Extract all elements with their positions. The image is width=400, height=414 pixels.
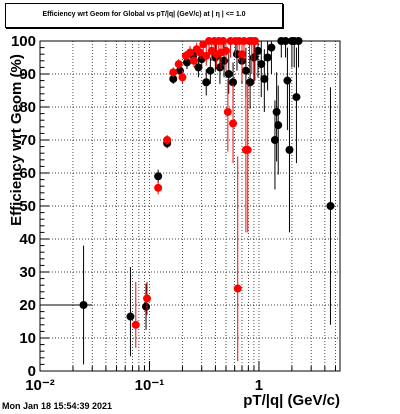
data-point <box>163 136 172 144</box>
tick-labels: 0 10 20 30 40 50 60 70 80 90 100 10⁻² 10⁻¹ 1 <box>11 33 263 394</box>
data-point <box>285 145 294 154</box>
data-point <box>154 172 163 181</box>
data-point <box>260 74 269 83</box>
data-point <box>237 50 246 59</box>
data-point <box>202 78 211 87</box>
series-2 <box>131 37 259 362</box>
data-point <box>229 78 238 87</box>
data-point <box>189 56 198 65</box>
data-point <box>283 76 292 85</box>
data-point <box>143 294 152 303</box>
y-tick-label: 0 <box>28 363 36 380</box>
data-point <box>194 63 203 72</box>
data-point <box>126 312 135 321</box>
axes <box>39 40 341 372</box>
y-tick-label: 40 <box>19 231 36 248</box>
data-point <box>272 107 281 116</box>
data-point <box>186 48 195 57</box>
data-point <box>292 93 301 102</box>
data-point <box>224 70 233 78</box>
data-point <box>223 107 232 116</box>
data-point <box>219 37 228 45</box>
data-point <box>182 58 191 67</box>
data-point <box>174 60 183 69</box>
grid <box>39 40 340 372</box>
data-point <box>263 53 272 62</box>
data-point <box>154 183 163 192</box>
data-point <box>202 51 211 60</box>
chart-title: Efficiency wrt Geom for Global vs pT/|q|… <box>42 11 246 18</box>
data-point <box>215 63 224 72</box>
y-tick-label: 80 <box>19 99 36 116</box>
data-point <box>178 73 187 82</box>
data-point <box>274 121 283 130</box>
data-point <box>326 202 335 210</box>
y-tick-label: 90 <box>19 66 36 83</box>
data-point <box>239 37 248 45</box>
y-tick-label: 10 <box>19 330 36 347</box>
data-point <box>221 46 230 55</box>
data-point <box>229 119 238 128</box>
data-point <box>267 43 276 52</box>
y-tick-label: 100 <box>11 33 36 50</box>
y-tick-label: 70 <box>19 132 36 149</box>
series-1 <box>44 37 335 365</box>
data-point <box>169 74 178 83</box>
chart-title-box: Efficiency wrt Geom for Global vs pT/|q|… <box>5 3 283 28</box>
data-point <box>253 46 262 55</box>
data-point <box>196 48 205 57</box>
data-point <box>206 66 215 75</box>
x-axis-title: pT/|q| (GeV/c) <box>243 392 340 409</box>
y-tick-label: 60 <box>19 165 36 182</box>
data-point <box>257 60 266 69</box>
data-point <box>250 37 259 45</box>
data-point <box>294 37 303 45</box>
data-point <box>79 301 88 309</box>
y-axis-title: Efficiency wrt Geom (%) <box>8 54 25 226</box>
y-tick-label: 30 <box>19 264 36 281</box>
data-point <box>142 302 151 311</box>
data-point <box>233 284 242 293</box>
data-point <box>169 68 178 77</box>
x-tick-label: 10⁻² <box>25 377 55 394</box>
x-tick-label: 1 <box>255 377 263 394</box>
data-point <box>241 66 250 75</box>
data-points <box>44 37 335 365</box>
timestamp: Mon Jan 18 15:54:39 2021 <box>2 401 113 411</box>
data-point <box>131 320 140 329</box>
data-point <box>243 145 252 154</box>
data-point <box>281 37 290 45</box>
y-tick-label: 20 <box>19 297 36 314</box>
x-tick-label: 10⁻¹ <box>135 377 165 394</box>
y-tick-label: 50 <box>19 198 36 215</box>
